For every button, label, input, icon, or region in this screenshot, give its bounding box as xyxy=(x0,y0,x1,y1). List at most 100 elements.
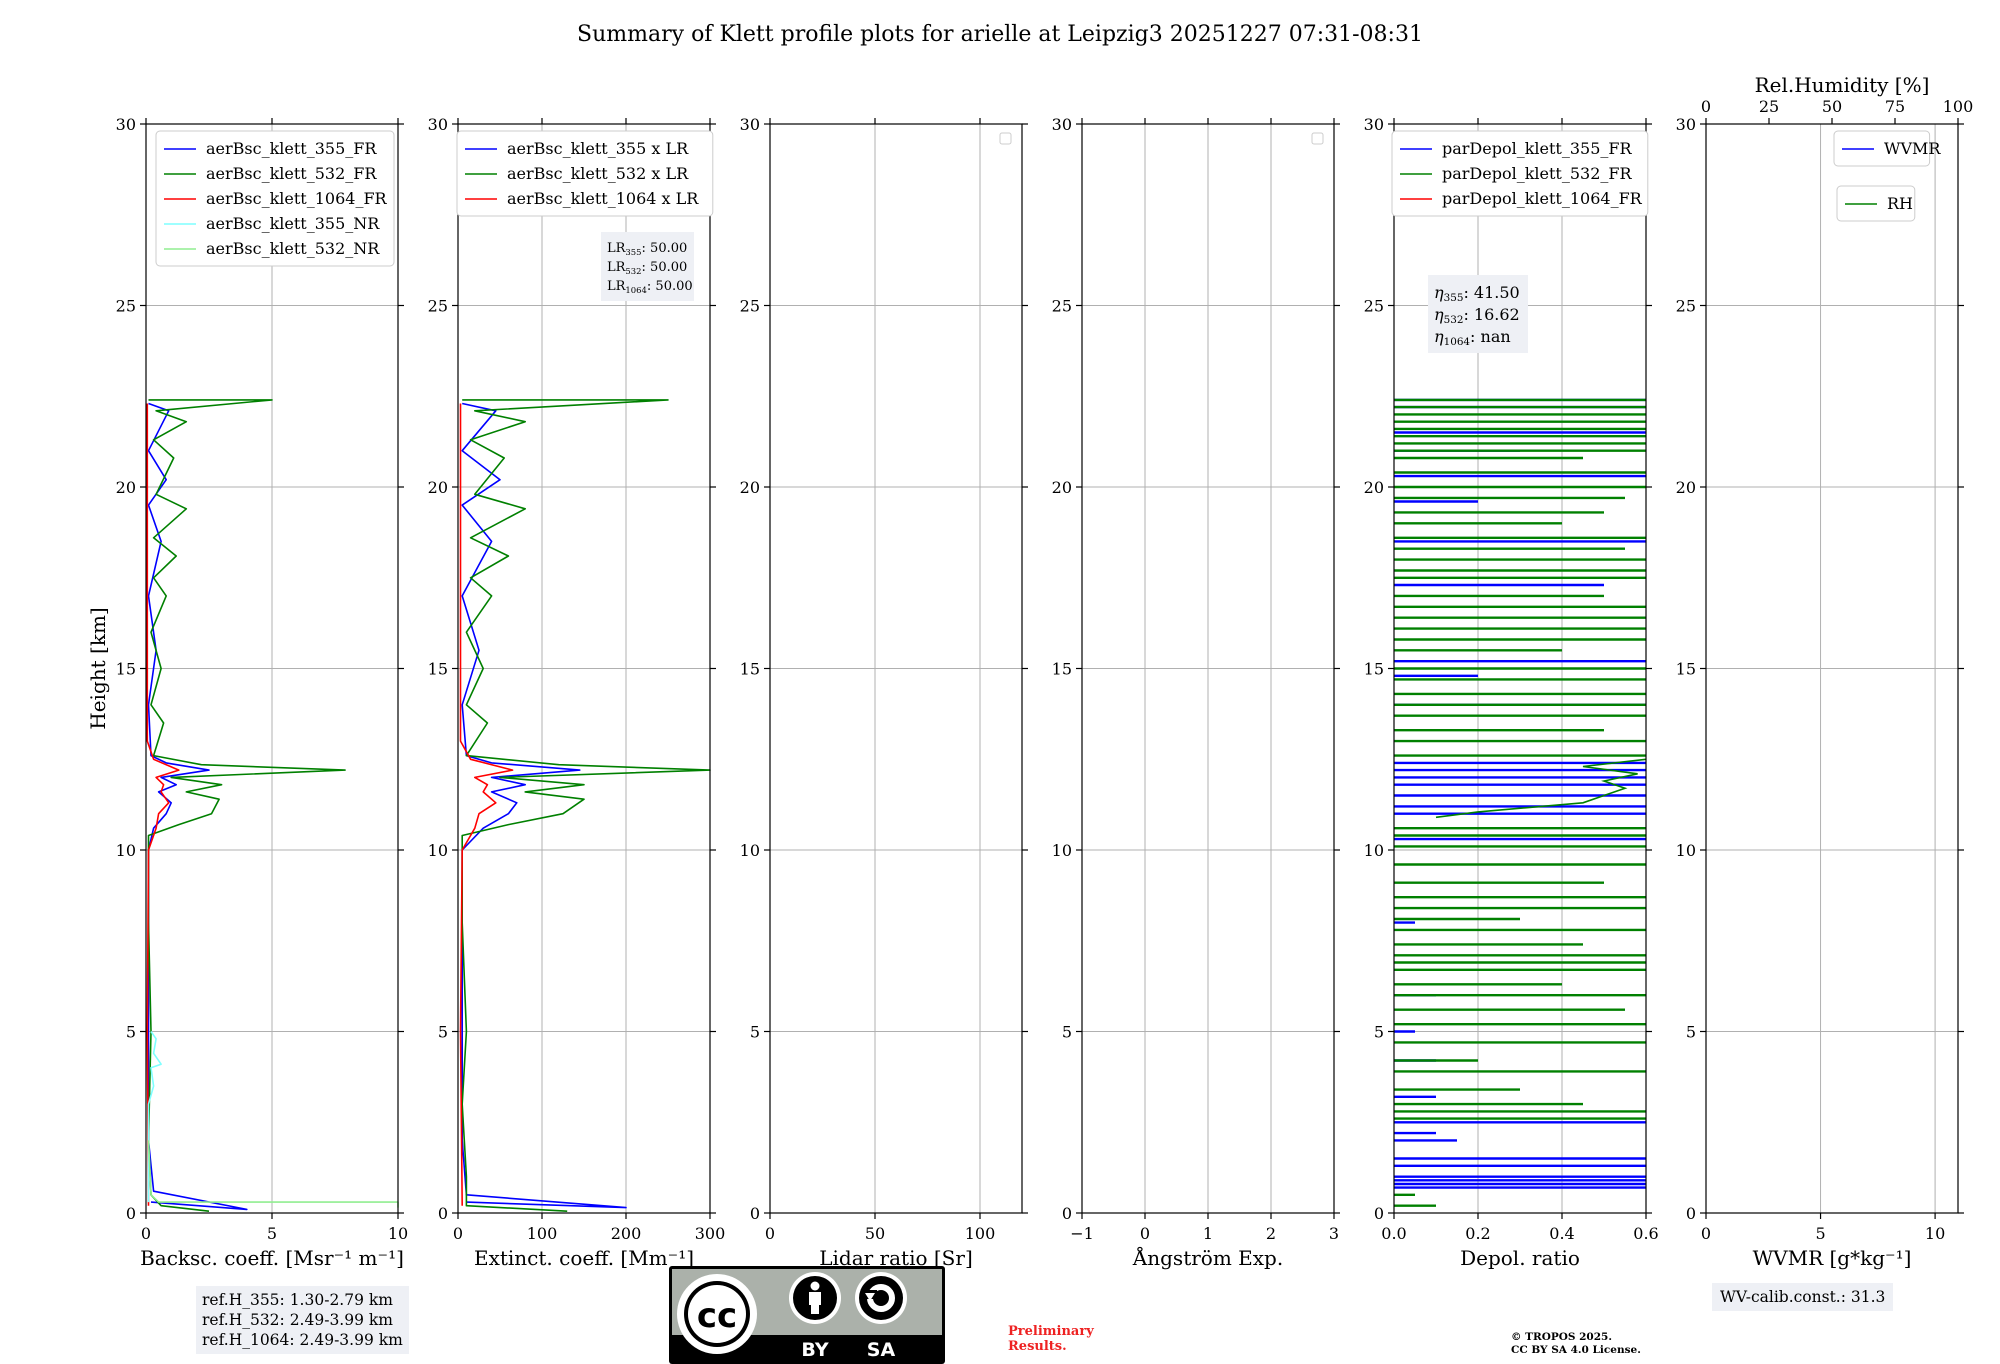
annotation-value: : 50.00 xyxy=(642,241,688,256)
series-aerBsc_klett_355_NR xyxy=(147,1031,162,1203)
annotation-frame xyxy=(601,232,694,301)
y-tick-label: 25 xyxy=(116,297,136,316)
wv-calib-text: WV-calib.const.: 31.3 xyxy=(1720,1288,1886,1306)
x-tick-label: 0 xyxy=(765,1224,775,1243)
legend-label: aerBsc_klett_355_FR xyxy=(206,139,377,158)
by-label: BY xyxy=(801,1339,828,1361)
legend-frame xyxy=(1833,130,1931,167)
y-tick-label: 15 xyxy=(1676,660,1696,679)
legend-label: aerBsc_klett_355_NR xyxy=(206,214,380,233)
annotation-symbol: LR xyxy=(607,241,627,256)
x-tick-label: 0 xyxy=(1140,1224,1150,1243)
y-tick-label: 20 xyxy=(1052,478,1072,497)
x-tick-label: 10 xyxy=(1925,1224,1945,1243)
figure-title: Summary of Klett profile plots for ariel… xyxy=(577,22,1423,47)
x2-tick-label: 100 xyxy=(1943,97,1974,116)
legend-label: RH xyxy=(1887,194,1913,213)
legend-frame xyxy=(1391,130,1649,217)
y-tick-label: 5 xyxy=(1686,1023,1696,1042)
y-tick-label: 0 xyxy=(126,1204,136,1223)
x2-tick-label: 25 xyxy=(1759,97,1779,116)
y-tick-label: 15 xyxy=(1052,660,1072,679)
x-tick-label: 2 xyxy=(1266,1224,1276,1243)
x-tick-label: 0.2 xyxy=(1465,1224,1490,1243)
copyright-line-2: CC BY SA 4.0 License. xyxy=(1511,1344,1641,1356)
x-axis-label: Depol. ratio xyxy=(1460,1246,1580,1270)
panel-bsc: 0 5 10 0 5 10 15 20 25 30 Backsc. coeff. [Msr⁻¹ m⁻… xyxy=(116,115,409,1270)
legend-rh: RH xyxy=(1836,185,1916,222)
copyright-note: © TROPOS 2025. CC BY SA 4.0 License. xyxy=(1511,1331,1641,1357)
sa-arrow-head xyxy=(865,1293,875,1301)
y-tick-label: 5 xyxy=(1062,1023,1072,1042)
annotation-line: η355: 41.50 xyxy=(1434,283,1520,304)
annotation-symbol: LR xyxy=(607,260,627,275)
series-aerBsc_klett_532 x LR xyxy=(461,399,711,1212)
y-tick-label: 20 xyxy=(1364,478,1384,497)
series-aerBsc_klett_532_FR xyxy=(147,399,346,1212)
sa-icon xyxy=(859,1276,903,1320)
annotation-subscript: 355 xyxy=(1444,292,1464,304)
y-tick-label: 0 xyxy=(1374,1204,1384,1223)
annotation-line: LR355: 50.00 xyxy=(607,241,687,257)
y-tick-label: 30 xyxy=(740,115,760,134)
annotation-subscript: 355 xyxy=(625,247,641,257)
y-tick-label: 25 xyxy=(740,297,760,316)
legend-label: parDepol_klett_532_FR xyxy=(1442,164,1633,183)
y-tick-label: 5 xyxy=(126,1023,136,1042)
x-tick-label: 5 xyxy=(267,1224,277,1243)
y-tick-label: 0 xyxy=(750,1204,760,1223)
y-tick-label: 5 xyxy=(438,1023,448,1042)
x2-tick-label: 75 xyxy=(1885,97,1905,116)
y-tick-label: 25 xyxy=(428,297,448,316)
x2-tick-label: 50 xyxy=(1822,97,1842,116)
annotation-frame xyxy=(1428,275,1528,353)
annotation-symbol: η xyxy=(1434,327,1444,346)
cc-text: cc xyxy=(697,1296,737,1336)
x-axis-label: Extinct. coeff. [Mm⁻¹] xyxy=(474,1246,694,1270)
annotation-value: : 16.62 xyxy=(1463,305,1519,324)
copyright-line-1: © TROPOS 2025. xyxy=(1511,1331,1613,1343)
panel-ext: 0 100 200 300 0 5 10 15 20 25 30 Extinct. coeff. [M… xyxy=(428,115,726,1270)
y-tick-label: 5 xyxy=(750,1023,760,1042)
preliminary-note: Preliminary Results. xyxy=(1008,1324,1094,1354)
x-tick-label: 100 xyxy=(527,1224,558,1243)
y-tick-label: 30 xyxy=(1052,115,1072,134)
y-tick-label: 10 xyxy=(740,841,760,860)
sa-label: SA xyxy=(867,1339,896,1361)
series-parDepol_klett_532_FR-spikes xyxy=(1394,398,1646,1207)
x-axis-label: Ångström Exp. xyxy=(1132,1245,1283,1270)
y-tick-label: 30 xyxy=(116,115,136,134)
y-tick-label: 25 xyxy=(1052,297,1072,316)
annotation-value: : nan xyxy=(1470,327,1511,346)
y-tick-label: 20 xyxy=(116,478,136,497)
x-axis-label: WVMR [g*kg⁻¹] xyxy=(1753,1246,1912,1270)
cc-icon xyxy=(688,1285,746,1343)
y-tick-label: 15 xyxy=(1364,660,1384,679)
y-tick-label: 20 xyxy=(740,478,760,497)
legend-frame xyxy=(456,130,714,217)
y-tick-label: 0 xyxy=(1686,1204,1696,1223)
cc-by-sa-license-badge: cc BY SA xyxy=(669,1266,945,1364)
x-tick-label: 0 xyxy=(1701,1224,1711,1243)
y-tick-label: 25 xyxy=(1364,297,1384,316)
annotation-subscript: 532 xyxy=(1444,314,1464,326)
y-tick-label: 15 xyxy=(740,660,760,679)
legend-label: parDepol_klett_355_FR xyxy=(1442,139,1633,158)
series-parDepol_klett_532_FR-wiggle xyxy=(1435,758,1647,819)
annotation-subscript: 1064 xyxy=(1444,336,1471,348)
x-tick-label: 5 xyxy=(1815,1224,1825,1243)
x2-axis-label: Rel.Humidity [%] xyxy=(1755,73,1930,97)
annotation-line: η532: 16.62 xyxy=(1434,305,1520,326)
x-tick-label: 0 xyxy=(141,1224,151,1243)
legend-label: parDepol_klett_1064_FR xyxy=(1442,189,1643,208)
annotation-symbol: LR xyxy=(607,279,627,294)
annotation-line: LR532: 50.00 xyxy=(607,260,687,276)
legend-label: aerBsc_klett_355 x LR xyxy=(507,139,689,158)
y-tick-label: 30 xyxy=(1364,115,1384,134)
y-tick-label: 10 xyxy=(428,841,448,860)
x-tick-label: −1 xyxy=(1070,1224,1094,1243)
